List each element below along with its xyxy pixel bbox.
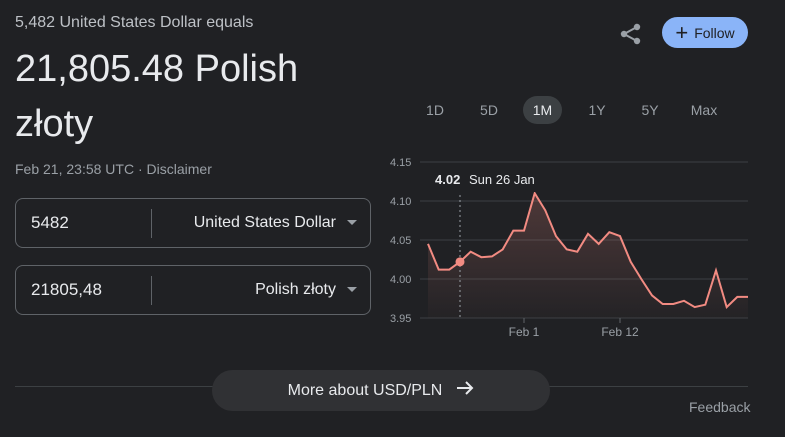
- tab-5d[interactable]: 5D: [480, 102, 498, 118]
- tab-1m[interactable]: 1M: [523, 96, 562, 124]
- more-about-label: More about USD/PLN: [287, 381, 443, 399]
- from-amount-input[interactable]: 5482: [31, 213, 69, 232]
- y-tick-label: 4.00: [390, 274, 411, 286]
- disclaimer-link[interactable]: Disclaimer: [146, 161, 212, 177]
- feedback-link[interactable]: Feedback: [689, 399, 751, 415]
- tooltip-value: 4.02: [435, 172, 460, 187]
- conversion-result-line2: złoty: [15, 103, 94, 145]
- exchange-rate-chart[interactable]: 4.15 4.10 4.05 4.00 3.95 4.02 Sun 26 Jan Feb…: [380, 150, 760, 350]
- y-tick-label: 4.05: [390, 235, 411, 247]
- conversion-result-line1: 21,805.48 Polish: [15, 48, 299, 90]
- follow-button[interactable]: + Follow: [662, 17, 748, 48]
- chart-line: [427, 190, 748, 309]
- chart-tooltip: 4.02 Sun 26 Jan: [427, 164, 553, 192]
- hover-point: [455, 257, 465, 267]
- to-currency-select[interactable]: Polish złoty: [255, 281, 336, 298]
- from-currency-row: 5482 United States Dollar: [15, 198, 371, 248]
- conversion-subtitle: 5,482 United States Dollar equals: [15, 14, 254, 31]
- chart-area: [428, 193, 748, 318]
- share-icon[interactable]: [617, 20, 645, 48]
- range-tabs: 1D 5D 1M 1Y 5Y Max: [415, 96, 755, 124]
- timestamp-line: Feb 21, 23:58 UTC · Disclaimer: [15, 161, 212, 177]
- tab-1d[interactable]: 1D: [426, 102, 444, 118]
- chevron-down-icon[interactable]: [347, 287, 357, 292]
- timestamp: Feb 21, 23:58 UTC: [15, 161, 135, 177]
- tab-1y[interactable]: 1Y: [588, 102, 606, 118]
- tooltip-date: Sun 26 Jan: [469, 172, 535, 187]
- divider: [151, 209, 152, 238]
- y-tick-label: 4.10: [390, 196, 411, 208]
- divider: [151, 276, 152, 305]
- tab-max[interactable]: Max: [690, 102, 718, 118]
- follow-label: Follow: [694, 24, 735, 41]
- tab-5y[interactable]: 5Y: [641, 102, 659, 118]
- to-currency-row: 21805,48 Polish złoty: [15, 265, 371, 315]
- x-tick-label: Feb 12: [601, 325, 639, 339]
- y-tick-label: 4.15: [390, 157, 411, 169]
- plus-icon: +: [675, 19, 689, 45]
- from-currency-select[interactable]: United States Dollar: [193, 214, 336, 231]
- meta-separator: ·: [134, 161, 147, 177]
- y-tick-label: 3.95: [390, 313, 411, 325]
- arrow-right-icon: [456, 380, 474, 401]
- more-about-button[interactable]: More about USD/PLN: [212, 370, 550, 411]
- chevron-down-icon[interactable]: [347, 220, 357, 225]
- to-amount-input[interactable]: 21805,48: [31, 280, 102, 299]
- x-tick-label: Feb 1: [509, 325, 540, 339]
